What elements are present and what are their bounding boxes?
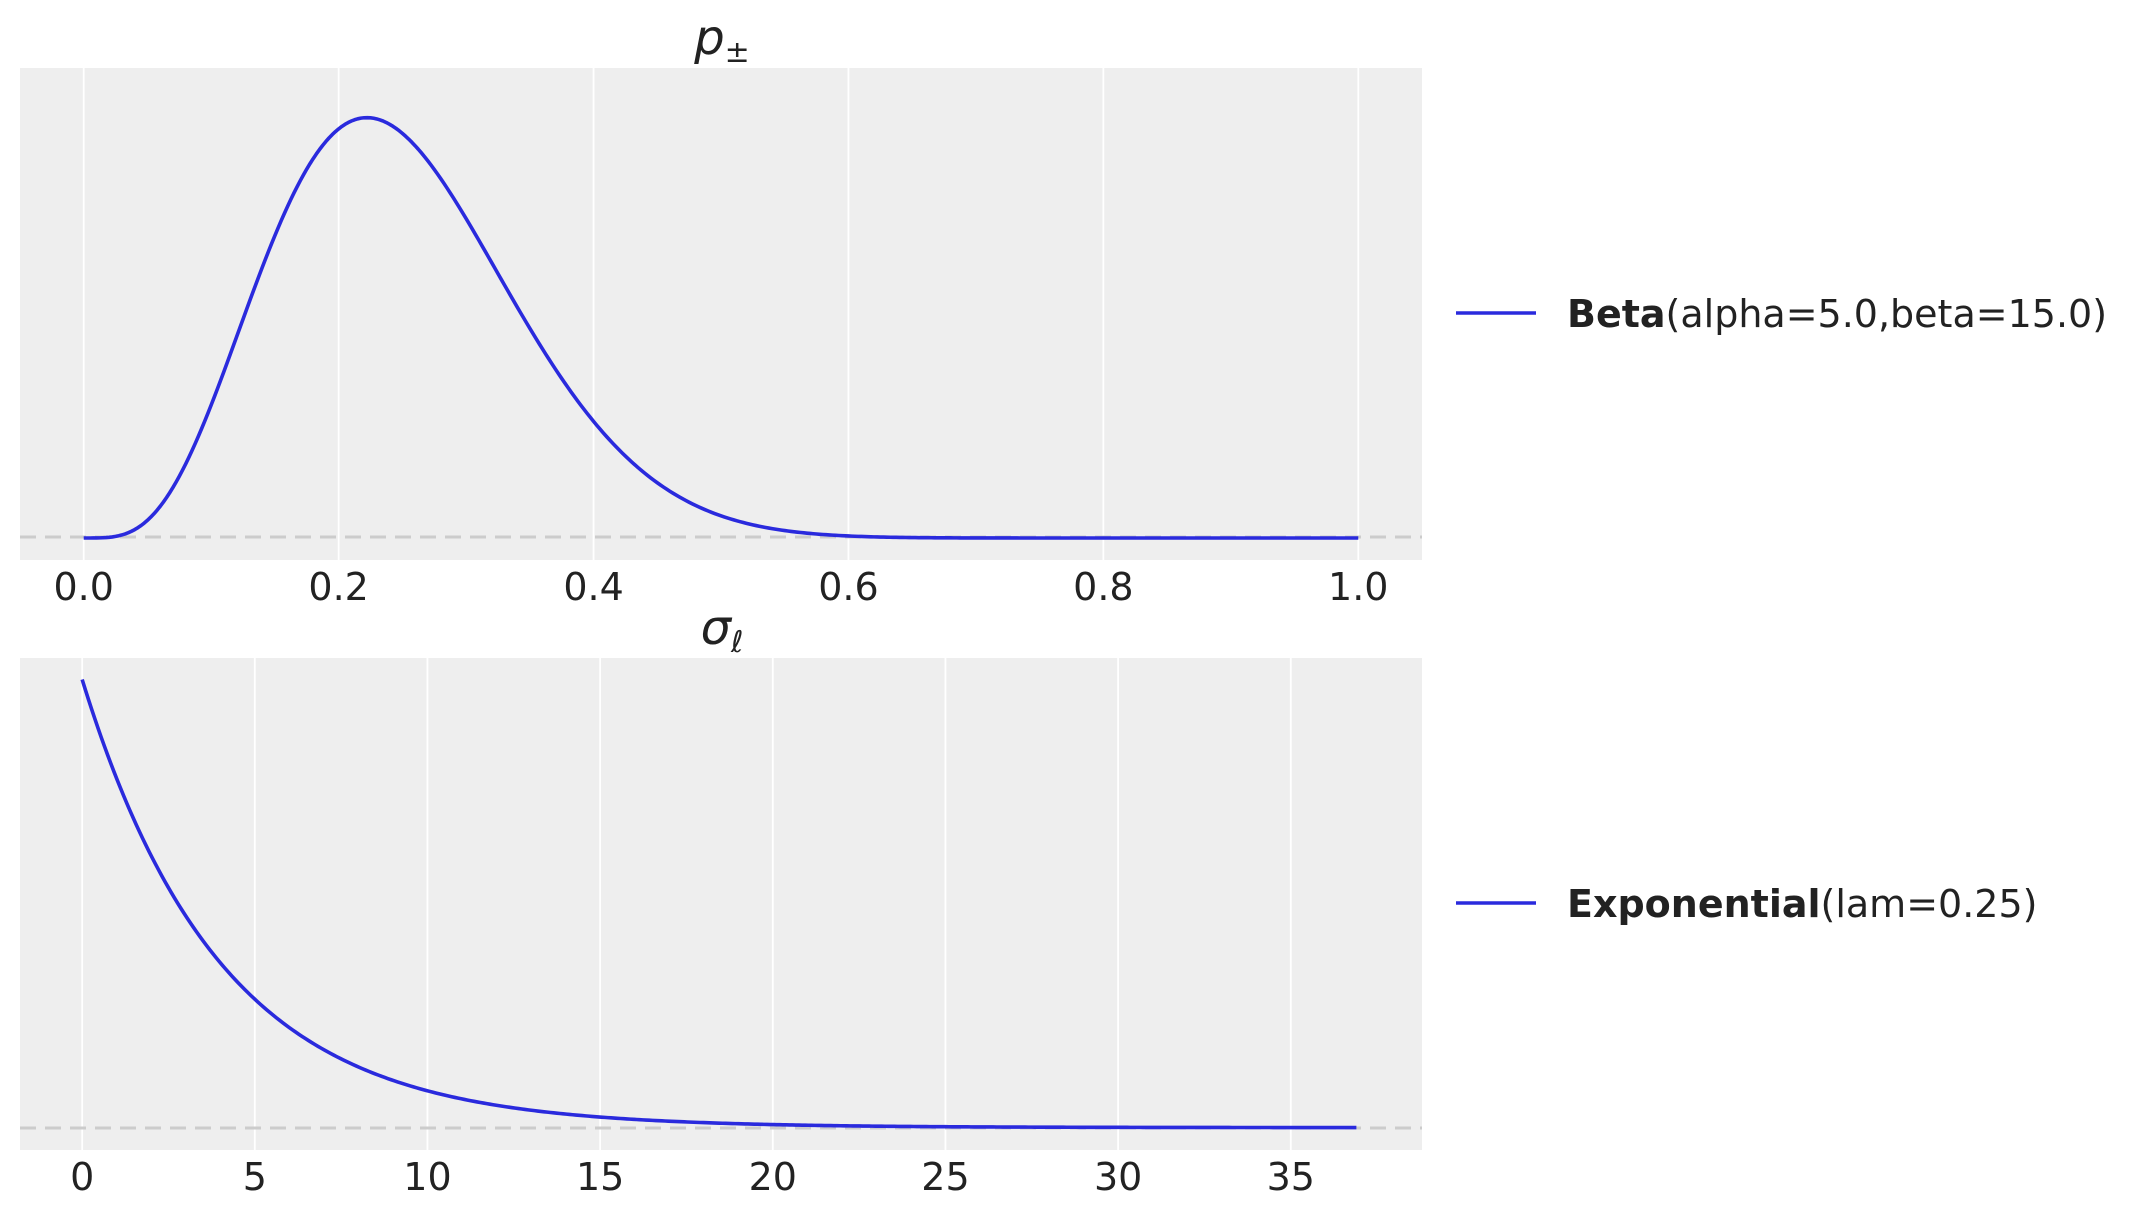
beta-density-curve — [83, 115, 1359, 540]
x-tick-labels-top: 0.0 0.2 0.4 0.6 0.8 1.0 — [54, 565, 1389, 609]
chart-panel-bottom: 0 5 10 15 20 25 30 35 σℓ Exponential(lam=0.25) — [20, 600, 2037, 1199]
chart-title-top-main: p — [693, 10, 724, 66]
x-tick-label: 0.0 — [54, 565, 114, 609]
gridlines-top — [82, 68, 1360, 560]
x-tick-label: 25 — [921, 1155, 969, 1199]
x-tick-label: 10 — [403, 1155, 451, 1199]
chart-title-bottom: σℓ — [701, 600, 744, 660]
x-tick-label: 0.8 — [1073, 565, 1133, 609]
legend-label-top: Beta(alpha=5.0,beta=15.0) — [1567, 292, 2107, 336]
chart-title-bottom-subscript: ℓ — [730, 625, 743, 660]
legend-bottom: Exponential(lam=0.25) — [1456, 882, 2037, 926]
chart-title-top-subscript: ± — [725, 35, 750, 70]
legend-label-top-bold: Beta — [1567, 292, 1666, 336]
legend-label-bottom-bold: Exponential — [1567, 882, 1821, 926]
x-tick-labels-bottom: 0 5 10 15 20 25 30 35 — [70, 1155, 1315, 1199]
x-tick-label: 0 — [70, 1155, 94, 1199]
x-tick-label: 30 — [1094, 1155, 1142, 1199]
x-tick-label: 20 — [749, 1155, 797, 1199]
plot-area-top — [20, 68, 1422, 560]
x-tick-label: 0.4 — [563, 565, 623, 609]
x-tick-label: 15 — [576, 1155, 624, 1199]
legend-label-bottom-rest: (lam=0.25) — [1821, 882, 2038, 926]
chart-title-bottom-main: σ — [701, 600, 733, 656]
x-tick-label: 0.6 — [818, 565, 878, 609]
gridlines-bottom — [81, 658, 1292, 1150]
x-tick-label: 35 — [1267, 1155, 1315, 1199]
exponential-density-curve — [80, 678, 1357, 1130]
chart-panel-top: 0.0 0.2 0.4 0.6 0.8 1.0 p± Beta(alpha=5.0,bet… — [20, 10, 2107, 609]
x-tick-label: 0.2 — [308, 565, 368, 609]
chart-title-top: p± — [693, 10, 750, 70]
legend-label-bottom: Exponential(lam=0.25) — [1567, 882, 2037, 926]
x-tick-label: 1.0 — [1328, 565, 1388, 609]
x-tick-label: 5 — [243, 1155, 267, 1199]
legend-top: Beta(alpha=5.0,beta=15.0) — [1456, 292, 2107, 336]
legend-label-top-rest: (alpha=5.0,beta=15.0) — [1666, 292, 2107, 336]
plot-area-bottom — [20, 658, 1422, 1150]
